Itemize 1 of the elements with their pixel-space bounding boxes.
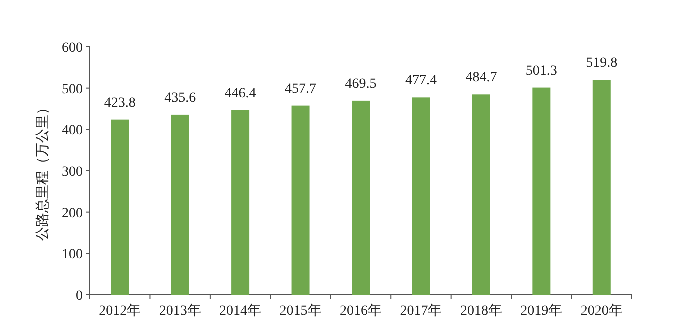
ylabel: 公路总里程（万公里）	[36, 101, 51, 241]
